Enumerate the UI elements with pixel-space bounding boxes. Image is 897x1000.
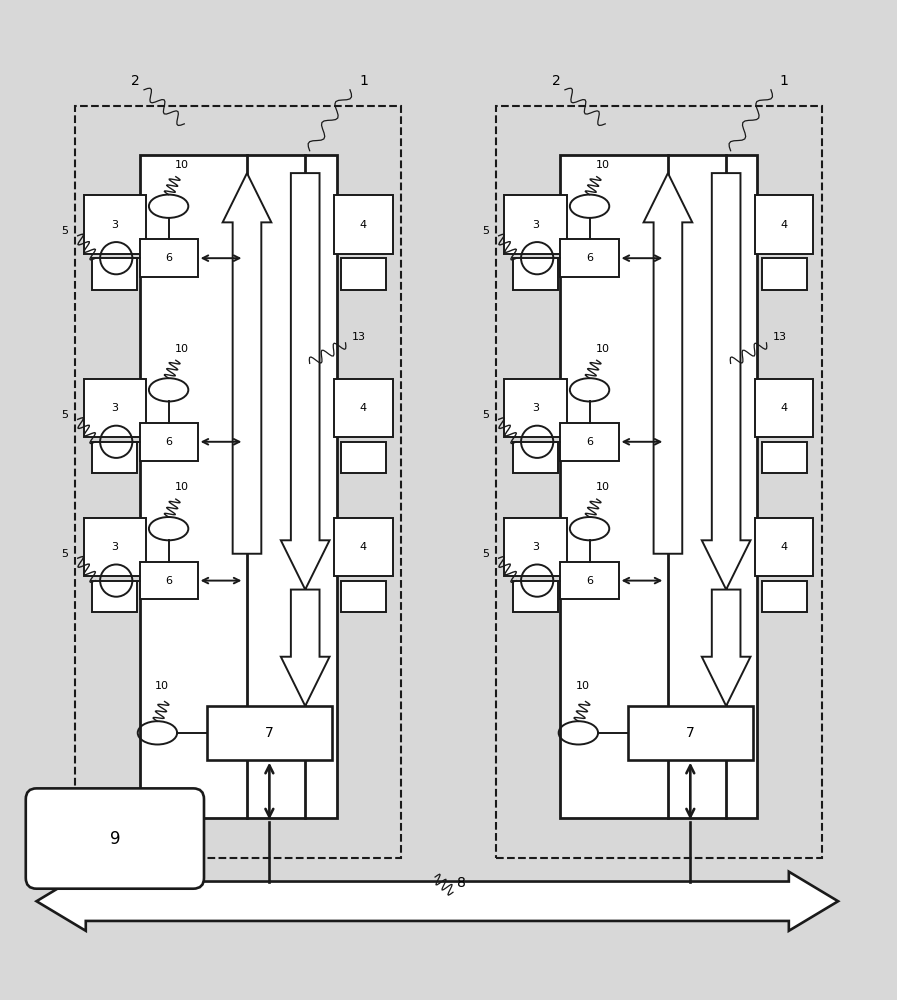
Bar [140,155,336,818]
Polygon shape [281,590,329,706]
Text: 1: 1 [779,74,788,88]
Text: 3: 3 [532,542,539,552]
Bar [83,379,146,437]
Text: 3: 3 [111,542,118,552]
Bar [83,518,146,576]
Text: 5: 5 [483,549,490,559]
Text: 5: 5 [483,226,490,236]
Bar [92,442,137,473]
Text: 4: 4 [360,220,367,230]
Bar [341,258,386,290]
Text: 5: 5 [62,549,69,559]
Text: 3: 3 [532,220,539,230]
Text: 3: 3 [111,220,118,230]
Bar [335,379,393,437]
Text: 10: 10 [596,160,610,170]
Text: 10: 10 [175,482,189,492]
Text: 6: 6 [165,576,172,586]
Bar [755,379,814,437]
Text: 3: 3 [111,403,118,413]
Polygon shape [701,590,751,706]
Text: 2: 2 [552,74,561,88]
Polygon shape [643,173,692,554]
Bar [755,195,814,254]
Text: 8: 8 [457,876,466,890]
Bar [561,562,619,599]
Text: 13: 13 [773,332,787,342]
Bar [513,258,558,290]
Bar [513,442,558,473]
Bar [83,195,146,254]
Bar [561,239,619,277]
Bar [513,581,558,612]
Bar [335,518,393,576]
Bar [74,106,402,858]
Text: 10: 10 [175,160,189,170]
Polygon shape [222,173,272,554]
Polygon shape [37,872,838,931]
Bar [561,155,757,818]
Text: 10: 10 [576,681,590,691]
Text: 4: 4 [780,403,788,413]
Text: 10: 10 [175,344,189,354]
Text: 2: 2 [131,74,139,88]
Bar [92,258,137,290]
FancyBboxPatch shape [26,788,204,889]
Bar [140,239,197,277]
Bar [561,423,619,461]
Text: 7: 7 [686,726,694,740]
Bar [504,518,567,576]
Polygon shape [701,173,751,590]
Text: 5: 5 [62,410,69,420]
Text: 6: 6 [165,437,172,447]
Bar [206,706,332,760]
Bar [335,195,393,254]
Text: 4: 4 [780,220,788,230]
Text: 4: 4 [360,542,367,552]
Text: 4: 4 [360,403,367,413]
Bar [341,581,386,612]
Text: 10: 10 [155,681,169,691]
Text: 6: 6 [586,576,593,586]
Bar [762,581,806,612]
Polygon shape [281,173,329,590]
Text: 6: 6 [586,437,593,447]
Bar [628,706,753,760]
Text: 7: 7 [265,726,274,740]
Bar [762,442,806,473]
Bar [495,106,823,858]
Text: 3: 3 [532,403,539,413]
Bar [140,562,197,599]
Text: 10: 10 [596,482,610,492]
Bar [341,442,386,473]
Text: 1: 1 [359,74,368,88]
Text: 4: 4 [780,542,788,552]
Text: 13: 13 [352,332,366,342]
Text: 6: 6 [165,253,172,263]
Bar [504,195,567,254]
Text: 9: 9 [109,830,120,848]
Text: 10: 10 [596,344,610,354]
Bar [755,518,814,576]
Bar [140,423,197,461]
Text: 6: 6 [586,253,593,263]
Bar [504,379,567,437]
Text: 5: 5 [483,410,490,420]
Bar [92,581,137,612]
Text: 5: 5 [62,226,69,236]
Bar [762,258,806,290]
